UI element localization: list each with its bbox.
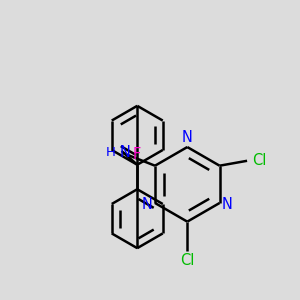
Text: Cl: Cl <box>252 153 266 168</box>
Text: F: F <box>133 147 141 162</box>
Text: N: N <box>182 130 193 145</box>
Text: Cl: Cl <box>180 254 194 268</box>
Text: H: H <box>106 146 116 159</box>
Text: N: N <box>142 197 153 212</box>
Text: N: N <box>222 197 233 212</box>
Text: N: N <box>120 146 130 160</box>
